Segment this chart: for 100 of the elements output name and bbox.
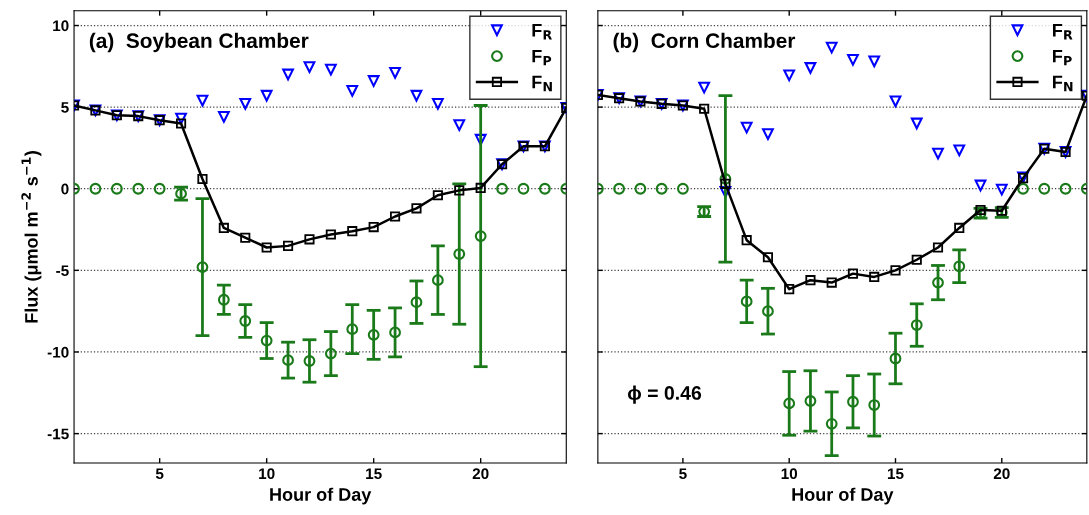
point: [239, 97, 252, 110]
point: [783, 69, 796, 82]
point: [847, 268, 859, 279]
point: [304, 234, 315, 245]
point: [699, 103, 710, 114]
point: [218, 222, 229, 233]
point: [953, 260, 966, 273]
point: [431, 274, 444, 287]
x-tick-label: 20: [993, 468, 1010, 480]
point: [389, 66, 401, 79]
point: [89, 182, 102, 195]
point: [324, 63, 337, 76]
point: [389, 326, 401, 339]
point: [740, 121, 753, 134]
point: [324, 347, 337, 360]
point: [932, 276, 944, 289]
point: [410, 296, 423, 309]
legend-label: F$_{P}$: [532, 49, 552, 66]
text: (b) Corn Chamber: [613, 32, 796, 53]
point: [303, 355, 316, 367]
y-tick-label: -5: [56, 265, 69, 277]
point: [110, 182, 123, 195]
point: [475, 182, 486, 194]
point: [677, 182, 689, 195]
point: [1059, 182, 1072, 195]
point: [196, 94, 209, 107]
point: [432, 190, 443, 201]
point: [175, 118, 187, 129]
y-tick-label: 5: [61, 102, 69, 113]
legend-label: F$_{R}$: [532, 24, 552, 40]
point: [720, 178, 731, 189]
point: [975, 204, 986, 216]
point: [783, 397, 796, 410]
legend-label: F$_{P}$: [1053, 49, 1072, 66]
y-axis-title: Flux (μmol m$^{−2}$ s$^{−1}$): [21, 151, 42, 323]
point: [347, 226, 358, 237]
legend-label: F$_{R}$: [1053, 24, 1073, 40]
point: [868, 55, 881, 68]
y-tick-label: -15: [47, 428, 69, 440]
x-axis-title: Hour of Day: [792, 487, 894, 505]
x-tick-label: 5: [155, 468, 164, 480]
point: [932, 147, 944, 160]
point: [217, 111, 230, 123]
point: [389, 211, 401, 222]
point: [367, 75, 380, 87]
point: [411, 203, 422, 214]
point: [1017, 182, 1029, 195]
point: [368, 222, 379, 233]
point: [804, 62, 817, 74]
point: [847, 395, 859, 408]
point: [474, 133, 487, 146]
point: [890, 265, 901, 276]
point: [953, 144, 966, 157]
point: [196, 261, 209, 273]
point: [740, 295, 753, 308]
legend-label: F$_{N}$: [532, 75, 552, 92]
x-tick-label: 15: [887, 468, 904, 480]
point: [634, 182, 647, 195]
point: [346, 84, 359, 97]
point: [454, 185, 465, 196]
point: [325, 229, 336, 240]
point: [869, 271, 880, 282]
point: [825, 41, 838, 54]
point: [910, 319, 923, 331]
point: [303, 61, 316, 74]
point: [260, 89, 273, 102]
point: [974, 179, 987, 192]
x-axis-title: Hour of Day: [270, 487, 372, 505]
point: [995, 183, 1008, 196]
point: [868, 399, 881, 411]
point: [911, 254, 922, 265]
point: [804, 395, 817, 407]
point: [719, 173, 732, 185]
point: [784, 284, 795, 295]
point: [698, 81, 711, 94]
point: [826, 277, 837, 288]
point: [954, 222, 965, 233]
point: [805, 275, 816, 286]
point: [889, 95, 902, 108]
text: (a) Soybean Chamber: [89, 32, 309, 53]
x-tick-label: 10: [259, 468, 275, 480]
y-tick-label: 10: [53, 20, 69, 32]
point: [762, 305, 774, 318]
point: [932, 242, 944, 253]
point: [517, 182, 530, 195]
point: [282, 354, 294, 367]
x-tick-label: 20: [472, 468, 489, 480]
x-tick-label: 5: [679, 468, 687, 480]
point: [453, 248, 466, 260]
point: [282, 240, 294, 251]
point: [410, 89, 423, 102]
annotation: ϕ = 0.46: [627, 385, 702, 404]
point: [538, 182, 551, 195]
x-tick-label: 10: [781, 468, 798, 480]
y-tick-label: 0: [61, 183, 69, 195]
point: [1038, 182, 1051, 195]
point: [367, 328, 380, 341]
point: [655, 182, 668, 195]
legend-label: F$_{N}$: [1053, 75, 1073, 92]
point: [847, 53, 859, 66]
